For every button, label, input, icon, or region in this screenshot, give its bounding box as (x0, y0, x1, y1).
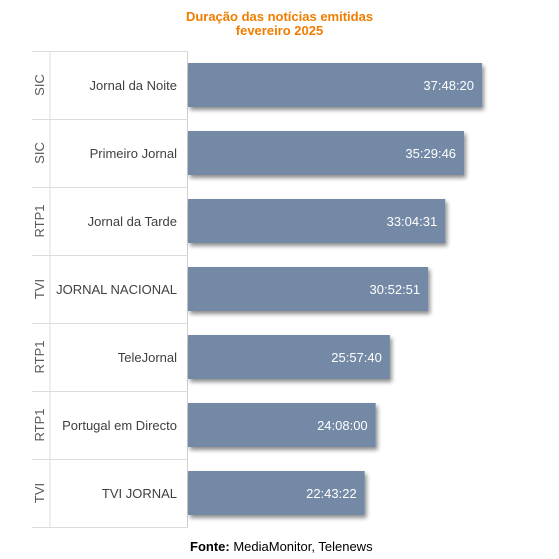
chart-title: Duração das notícias emitidas (185, 9, 374, 24)
data-label: 33:04:31 (387, 214, 438, 229)
data-label: 25:57:40 (331, 350, 382, 365)
data-label: 30:52:51 (370, 282, 421, 297)
bar (188, 131, 465, 175)
category-label: Jornal da Tarde (88, 214, 177, 229)
data-label: 24:08:00 (317, 418, 368, 433)
bar (188, 199, 446, 243)
group-label: SIC (32, 74, 47, 96)
category-label: Portugal em Directo (62, 418, 177, 433)
source-label: Fonte: (190, 539, 230, 554)
bar (188, 471, 365, 515)
category-label: TVI JORNAL (102, 486, 177, 501)
bars-group (188, 63, 482, 515)
group-label: RTP1 (32, 341, 47, 374)
bar (188, 335, 390, 379)
category-label: JORNAL NACIONAL (56, 282, 177, 297)
category-label: TeleJornal (118, 350, 177, 365)
group-label: TVI (32, 279, 47, 299)
group-label: RTP1 (32, 409, 47, 442)
category-label: Jornal da Noite (90, 78, 177, 93)
bar (188, 63, 482, 107)
data-label: 37:48:20 (423, 78, 474, 93)
group-label: TVI (32, 483, 47, 503)
source-note: Fonte: MediaMonitor, Telenews (190, 539, 373, 554)
group-label: SIC (32, 142, 47, 164)
chart-subtitle: fevereiro 2025 (235, 23, 324, 38)
bar (188, 403, 376, 447)
group-label: RTP1 (32, 205, 47, 238)
category-label: Primeiro Jornal (90, 146, 178, 161)
bar (188, 267, 429, 311)
table-grid (32, 51, 188, 528)
labels-group: 37:48:20 Jornal da Noite SIC 35:29:46 Primei… (32, 74, 474, 503)
data-label: 35:29:46 (405, 146, 456, 161)
data-label: 22:43:22 (306, 486, 357, 501)
source-text: MediaMonitor, Telenews (233, 539, 373, 554)
